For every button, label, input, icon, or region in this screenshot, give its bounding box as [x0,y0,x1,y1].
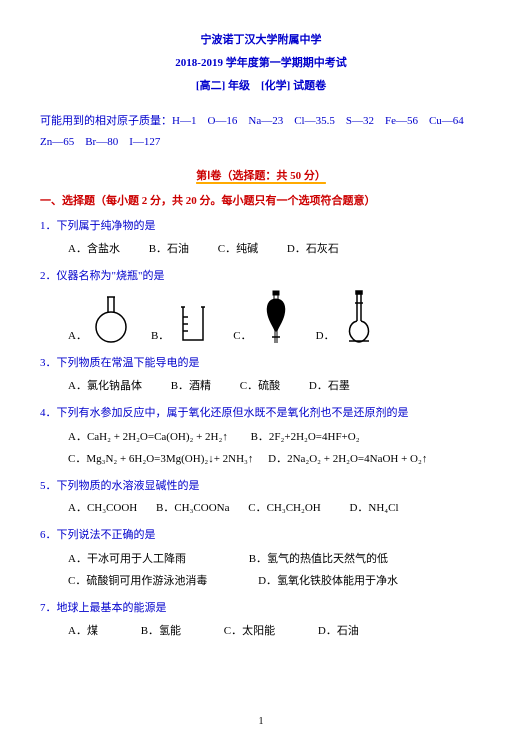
q5-text: 下列物质的水溶液显碱性的是 [57,480,200,492]
q7-opt-c: C．太阳能 [224,621,275,642]
q2-opt-a: A． [68,292,131,347]
q2-opt-b: B． [151,292,213,347]
q4-num: 4． [40,407,57,419]
question-2: 2．仪器名称为"烧瓶"的是 [40,266,482,287]
q2-opt-d: D． [316,289,379,347]
q3-opt-c: C．硫酸 [240,376,280,397]
q3-opt-a: A．氯化钠晶体 [68,376,142,397]
section1-title: 第Ⅰ卷（选择题：共 50 分） [40,166,482,187]
q7-text: 地球上最基本的能源是 [57,602,167,614]
q3-opt-d: D．石墨 [309,376,350,397]
q6-text: 下列说法不正确的是 [57,529,156,541]
beaker-icon [173,292,213,347]
q7-opt-b: B．氢能 [141,621,181,642]
q2-num: 2． [40,270,57,282]
q6-opt-c: C．硫酸铜可用作游泳池消毒 [68,570,207,592]
question-5: 5．下列物质的水溶液显碱性的是 [40,476,482,497]
school-name: 宁波诺丁汉大学附属中学 [40,30,482,51]
subject-line: [高二] 年级 [化学] 试题卷 [40,76,482,97]
q5-opt-b: B．CH₃COONa [156,498,230,519]
question-4: 4．下列有水参加反应中，属于氧化还原但水既不是氧化剂也不是还原剂的是 [40,403,482,424]
q6-opt-a: A．干冰可用于人工降雨 [68,548,186,570]
question-7: 7．地球上最基本的能源是 [40,598,482,619]
question-6: 6．下列说法不正确的是 [40,525,482,546]
q2-options: A． B． [40,289,482,347]
q6-opt-b: B．氢气的热值比天然气的低 [249,548,388,570]
question-3: 3．下列物质在常温下能导电的是 [40,353,482,374]
q6-options: A．干冰可用于人工降雨 B．氢气的热值比天然气的低 C．硫酸铜可用作游泳池消毒 … [40,548,482,592]
q5-options: A．CH₃COOH B．CH₃COONa C．CH₃CH₂OH D．NH₄Cl [40,498,482,519]
section1-instruction: 一、选择题（每小题 2 分，共 20 分。每小题只有一个选项符合题意） [40,191,482,212]
q7-options: A．煤 B．氢能 C．太阳能 D．石油 [40,621,482,642]
round-flask-icon [91,292,131,347]
q1-opt-c: C．纯碱 [218,239,258,260]
question-1: 1．下列属于纯净物的是 [40,216,482,237]
q3-opt-b: B．酒精 [171,376,211,397]
q4-opt-d: D．2Na₂O₂ + 2H₂O=4NaOH + O₂↑ [268,448,427,470]
term-line: 2018-2019 学年度第一学期期中考试 [40,53,482,74]
atomic-masses: 可能用到的相对原子质量：H—1 O—16 Na—23 Cl—35.5 S—32 … [40,111,482,153]
q1-opt-b: B．石油 [149,239,189,260]
page-number: 1 [0,712,522,731]
q4-opt-c: C．Mg₃N₂ + 6H₂O=3Mg(OH)₂↓+ 2NH₃↑ [68,448,253,470]
q2-text: 仪器名称为"烧瓶"的是 [57,270,165,282]
q4-opt-a: A．CaH₂ + 2H₂O=Ca(OH)₂ + 2H₂↑ [68,426,228,448]
q1-text: 下列属于纯净物的是 [57,220,156,232]
q5-num: 5． [40,480,57,492]
q5-opt-c: C．CH₃CH₂OH [248,498,320,519]
q3-text: 下列物质在常温下能导电的是 [57,357,200,369]
q4-options: A．CaH₂ + 2H₂O=Ca(OH)₂ + 2H₂↑ B．2F₂+2H₂O=… [40,426,482,470]
q5-opt-d: D．NH₄Cl [349,498,398,519]
q4-text: 下列有水参加反应中，属于氧化还原但水既不是氧化剂也不是还原剂的是 [57,407,409,419]
page-header: 宁波诺丁汉大学附属中学 2018-2019 学年度第一学期期中考试 [高二] 年… [40,30,482,97]
separating-funnel-icon [256,289,296,347]
q6-opt-d: D．氢氧化铁胶体能用于净水 [258,570,398,592]
q4-opt-b: B．2F₂+2H₂O=4HF+O₂ [251,426,360,448]
q7-opt-d: D．石油 [318,621,359,642]
q2-opt-c: C． [233,289,295,347]
q6-num: 6． [40,529,57,541]
q7-num: 7． [40,602,57,614]
q3-options: A．氯化钠晶体 B．酒精 C．硫酸 D．石墨 [40,376,482,397]
q3-num: 3． [40,357,57,369]
exam-page: 宁波诺丁汉大学附属中学 2018-2019 学年度第一学期期中考试 [高二] 年… [0,0,522,737]
volumetric-flask-icon [339,289,379,347]
q1-opt-d: D．石灰石 [287,239,339,260]
q1-num: 1． [40,220,57,232]
q1-opt-a: A．含盐水 [68,239,120,260]
q5-opt-a: A．CH₃COOH [68,498,137,519]
q1-options: A．含盐水 B．石油 C．纯碱 D．石灰石 [40,239,482,260]
q7-opt-a: A．煤 [68,621,98,642]
